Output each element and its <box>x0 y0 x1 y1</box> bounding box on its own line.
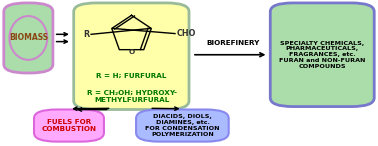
Text: R = CH₂OH; HYDROXY-
METHYLFURFURAL: R = CH₂OH; HYDROXY- METHYLFURFURAL <box>87 90 177 103</box>
Text: BIOREFINERY: BIOREFINERY <box>206 40 260 46</box>
Text: DIACIDS, DIOLS,
DIAMINES, etc.
FOR CONDENSATION
POLYMERIZATION: DIACIDS, DIOLS, DIAMINES, etc. FOR CONDE… <box>145 114 220 137</box>
Text: CHO: CHO <box>177 29 196 38</box>
Ellipse shape <box>9 16 47 60</box>
FancyBboxPatch shape <box>136 110 229 142</box>
FancyBboxPatch shape <box>34 110 104 142</box>
Text: O: O <box>129 49 135 55</box>
Text: SPECIALTY CHEMICALS,
PHARMACEUTICALS,
FRAGRANCES, etc.
FURAN and NON-FURAN
COMPO: SPECIALTY CHEMICALS, PHARMACEUTICALS, FR… <box>279 41 365 69</box>
Text: R = H; FURFURAL: R = H; FURFURAL <box>96 73 167 79</box>
FancyBboxPatch shape <box>4 3 53 73</box>
Text: R: R <box>83 30 89 39</box>
Text: BIOMASS: BIOMASS <box>9 33 48 42</box>
FancyBboxPatch shape <box>74 3 189 110</box>
FancyBboxPatch shape <box>270 3 374 107</box>
Text: FUELS FOR
COMBUSTION: FUELS FOR COMBUSTION <box>42 119 97 132</box>
